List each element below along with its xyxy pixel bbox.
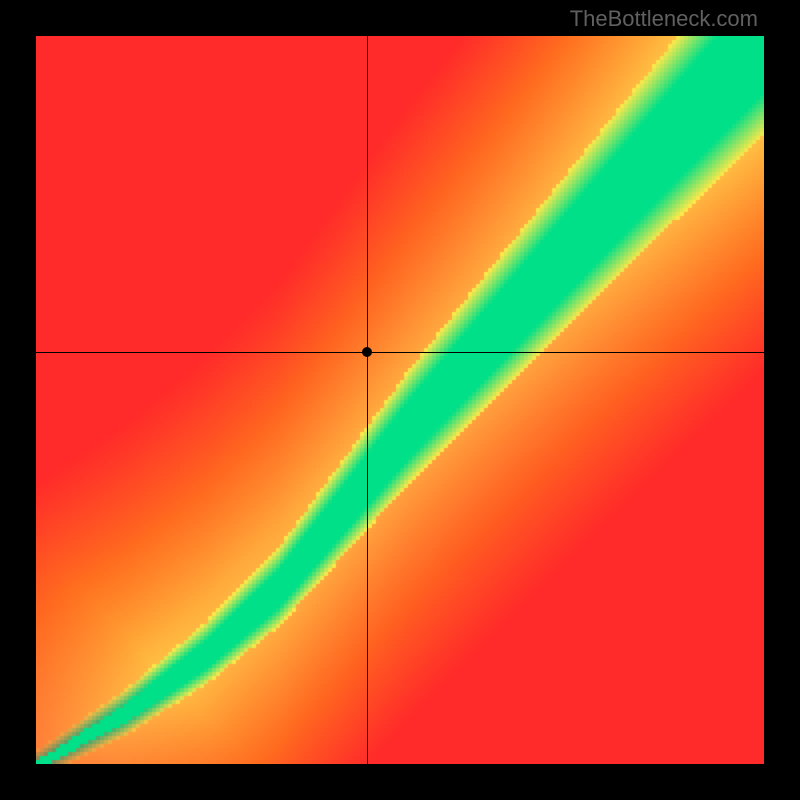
crosshair-vertical: [367, 36, 368, 764]
heatmap-canvas: [36, 36, 764, 764]
heatmap-plot: [36, 36, 764, 764]
watermark-text: TheBottleneck.com: [570, 6, 758, 32]
crosshair-horizontal: [36, 352, 764, 353]
data-point-marker: [362, 347, 372, 357]
